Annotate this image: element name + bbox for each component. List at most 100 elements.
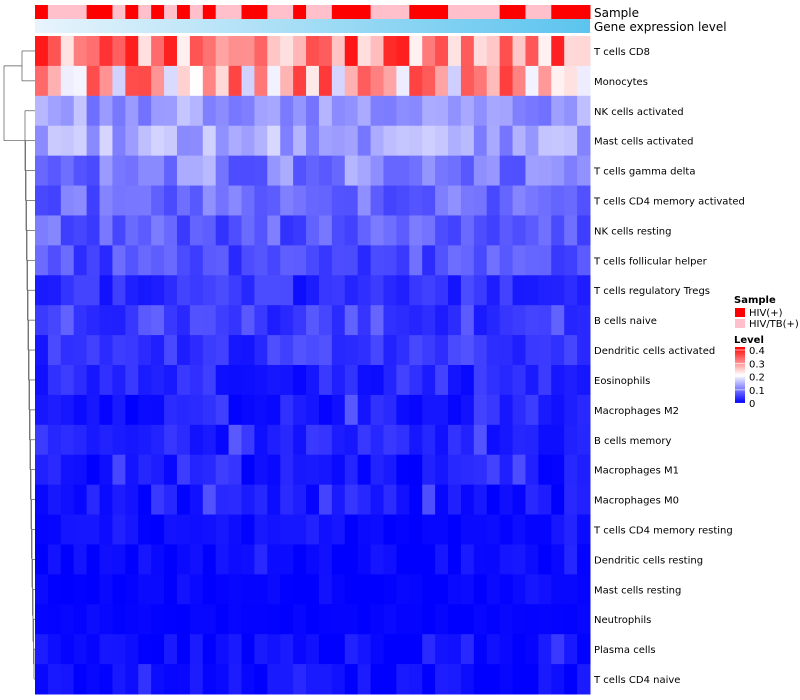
- heatmap-cell: [344, 95, 359, 127]
- heatmap-cell: [60, 454, 75, 486]
- heatmap-cell: [318, 65, 333, 97]
- heatmap-cell: [409, 215, 423, 246]
- heatmap-cell: [422, 394, 436, 426]
- heatmap-cell: [99, 365, 113, 396]
- heatmap-cell: [409, 155, 423, 187]
- heatmap-cell: [164, 394, 178, 426]
- heatmap-cell: [460, 424, 475, 456]
- heatmap-cell: [176, 454, 191, 486]
- heatmap-cell: [86, 65, 101, 97]
- heatmap-cell: [73, 664, 88, 695]
- heatmap-cell: [538, 245, 552, 276]
- heatmap-cell: [215, 664, 230, 695]
- heatmap-cell: [112, 454, 126, 486]
- heatmap-cell: [538, 454, 552, 486]
- heatmap-cell: [344, 155, 359, 187]
- heatmap-cell: [176, 95, 191, 127]
- heatmap-cell: [112, 65, 126, 97]
- heatmap-cell: [577, 95, 591, 127]
- heatmap-cell: [73, 95, 88, 127]
- heatmap-cell: [396, 36, 410, 67]
- sample-annotation-cell: [357, 5, 372, 19]
- heatmap-cell: [176, 36, 191, 67]
- heatmap-cell: [241, 544, 255, 575]
- heatmap-cell: [293, 484, 307, 516]
- heatmap-cell: [35, 215, 49, 246]
- heatmap-cell: [125, 544, 139, 575]
- heatmap-cell: [370, 604, 384, 635]
- sample-legend-title: Sample: [734, 295, 776, 306]
- heatmap-cell: [47, 36, 62, 67]
- heatmap-cell: [551, 634, 565, 665]
- heatmap-cell: [344, 275, 359, 306]
- heatmap-cell: [293, 125, 307, 157]
- heatmap-cell: [525, 604, 539, 635]
- heatmap-cell: [267, 305, 281, 336]
- heatmap-cell: [60, 155, 75, 187]
- row-label: B cells memory: [594, 436, 671, 447]
- heatmap-cell: [293, 634, 307, 665]
- heatmap-cell: [241, 125, 255, 157]
- heatmap-cell: [577, 365, 591, 396]
- heatmap-cell: [435, 65, 449, 97]
- heatmap-cell: [189, 335, 204, 366]
- heatmap-cell: [331, 125, 346, 157]
- heatmap-cell: [241, 245, 255, 276]
- heatmap-cell: [370, 574, 384, 605]
- heatmap-cell: [60, 634, 75, 665]
- heatmap-cell: [331, 95, 346, 127]
- heatmap-cell: [60, 245, 75, 276]
- heatmap-cell: [99, 424, 113, 456]
- heatmap-cell: [460, 215, 475, 246]
- heatmap-cell: [125, 305, 139, 336]
- heatmap-cell: [60, 215, 75, 246]
- heatmap-cell: [435, 664, 449, 695]
- heatmap-cell: [525, 65, 539, 97]
- heatmap-cell: [460, 484, 475, 516]
- row-label: Mast cells resting: [594, 585, 681, 596]
- heatmap-cell: [383, 275, 397, 306]
- heatmap-cell: [499, 185, 514, 216]
- heatmap-cell: [306, 36, 320, 67]
- heatmap-cell: [125, 394, 139, 426]
- heatmap-cell: [318, 394, 333, 426]
- heatmap-cell: [35, 544, 49, 575]
- sample-annotation-cell: [73, 5, 88, 19]
- heatmap-cell: [525, 394, 539, 426]
- heatmap-cell: [564, 365, 578, 396]
- heatmap-cell: [564, 95, 578, 127]
- heatmap-cell: [293, 36, 307, 67]
- heatmap-cell: [396, 185, 410, 216]
- heatmap-cell: [525, 245, 539, 276]
- heatmap-cell: [151, 424, 165, 456]
- heatmap-cell: [306, 125, 320, 157]
- heatmap-cell: [473, 424, 488, 456]
- heatmap-cell: [189, 604, 204, 635]
- heatmap-cell: [512, 394, 526, 426]
- heatmap-cell: [525, 574, 539, 605]
- heatmap-cell: [564, 155, 578, 187]
- heatmap-cell: [280, 514, 294, 545]
- heatmap-cell: [499, 664, 514, 695]
- heatmap-cell: [125, 514, 139, 545]
- heatmap-cell: [215, 365, 230, 396]
- heatmap-cell: [357, 604, 372, 635]
- heatmap-cell: [293, 514, 307, 545]
- heatmap-cell: [99, 335, 113, 366]
- heatmap-cell: [112, 634, 126, 665]
- heatmap-cell: [241, 574, 255, 605]
- heatmap-cell: [293, 155, 307, 187]
- heatmap-cell: [422, 365, 436, 396]
- heatmap-cell: [409, 275, 423, 306]
- heatmap-cell: [189, 36, 204, 67]
- heatmap-cell: [254, 544, 268, 575]
- heatmap-cell: [564, 604, 578, 635]
- heatmap-cell: [331, 365, 346, 396]
- sample-annotation-cell: [280, 5, 294, 19]
- heatmap-cell: [435, 394, 449, 426]
- heatmap-cell: [448, 634, 462, 665]
- heatmap-cell: [176, 514, 191, 545]
- heatmap-cell: [306, 155, 320, 187]
- heatmap-cell: [486, 394, 501, 426]
- heatmap-cell: [73, 245, 88, 276]
